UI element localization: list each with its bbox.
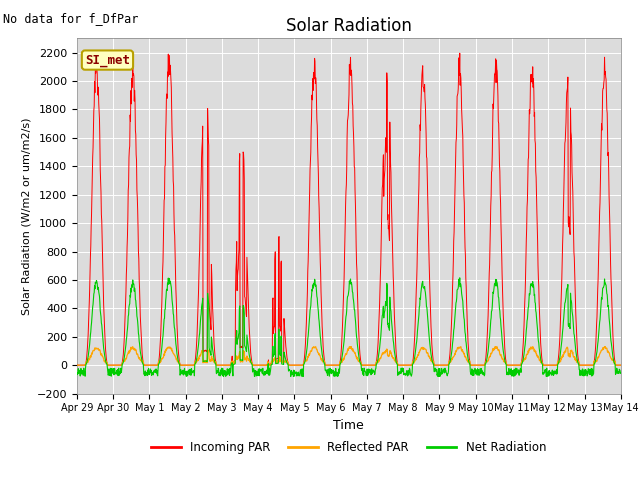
Legend: Incoming PAR, Reflected PAR, Net Radiation: Incoming PAR, Reflected PAR, Net Radiati… xyxy=(147,436,551,459)
Text: SI_met: SI_met xyxy=(85,54,130,67)
Title: Solar Radiation: Solar Radiation xyxy=(286,17,412,36)
X-axis label: Time: Time xyxy=(333,419,364,432)
Text: No data for f_DfPar: No data for f_DfPar xyxy=(3,12,139,25)
Y-axis label: Solar Radiation (W/m2 or um/m2/s): Solar Radiation (W/m2 or um/m2/s) xyxy=(21,117,31,315)
